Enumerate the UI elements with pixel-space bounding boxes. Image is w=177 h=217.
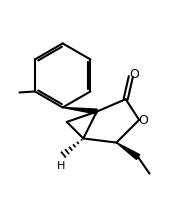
Polygon shape — [63, 107, 97, 114]
Text: O: O — [129, 68, 139, 81]
Text: O: O — [138, 114, 148, 127]
Polygon shape — [116, 143, 140, 159]
Text: H: H — [56, 161, 65, 171]
